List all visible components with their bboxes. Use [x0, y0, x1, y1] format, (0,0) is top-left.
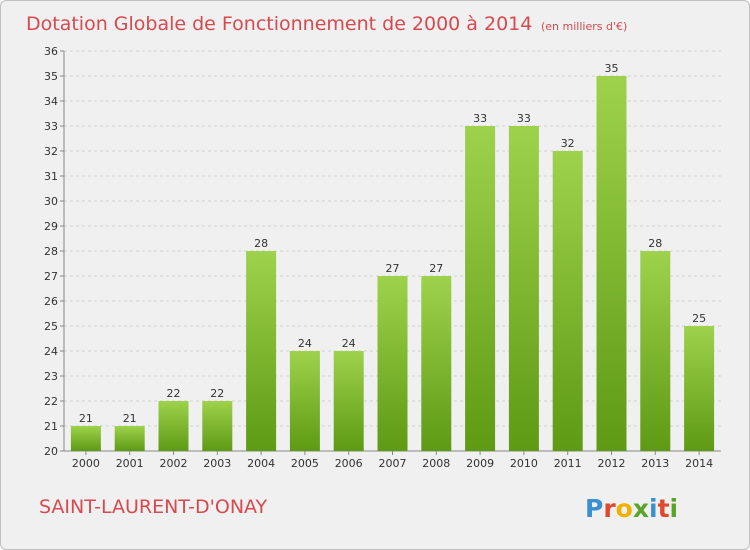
y-tick-label: 22 [44, 395, 58, 408]
x-tick-label-2007: 2007 [379, 457, 407, 470]
y-tick-label: 29 [44, 220, 58, 233]
x-tick-label-2005: 2005 [291, 457, 319, 470]
value-label-2013: 28 [648, 237, 662, 250]
value-label-2014: 25 [692, 312, 706, 325]
value-label-2002: 22 [167, 387, 181, 400]
bar-2002 [158, 401, 189, 451]
y-tick-label: 32 [44, 145, 58, 158]
value-label-2003: 22 [210, 387, 224, 400]
y-tick-label: 27 [44, 270, 58, 283]
x-tick-label-2004: 2004 [247, 457, 275, 470]
value-label-2012: 35 [605, 62, 619, 75]
y-tick-label: 24 [44, 345, 58, 358]
chart-subtitle: (en milliers d'€) [541, 20, 627, 33]
proxiti-logo: Proxiti [585, 494, 678, 523]
value-label-2008: 27 [429, 262, 443, 275]
bar-2013 [640, 251, 671, 451]
bar-2011 [552, 151, 583, 451]
x-tick-label-2009: 2009 [466, 457, 494, 470]
axes: 20 21 22 23 24 25 26 27 28 29 30 31 32 33 34 35 36 2000 20… [44, 45, 721, 470]
x-tick-label-2006: 2006 [335, 457, 363, 470]
bar-2004 [246, 251, 277, 451]
x-tick-label-2003: 2003 [203, 457, 231, 470]
value-label-2004: 28 [254, 237, 268, 250]
value-label-2001: 21 [123, 412, 137, 425]
y-tick-label: 36 [44, 45, 58, 58]
x-tick-label-2008: 2008 [422, 457, 450, 470]
x-tick-label-2000: 2000 [72, 457, 100, 470]
bars [70, 76, 715, 451]
value-label-2011: 32 [561, 137, 575, 150]
value-label-2000: 21 [79, 412, 93, 425]
x-tick-label-2013: 2013 [641, 457, 669, 470]
y-tick-label: 21 [44, 420, 58, 433]
bar-2006 [333, 351, 364, 451]
value-label-2005: 24 [298, 337, 312, 350]
value-label-2010: 33 [517, 112, 531, 125]
bar-2010 [508, 126, 539, 451]
chart-title: Dotation Globale de Fonctionnement de 20… [26, 13, 532, 35]
logo-letter: P [585, 494, 603, 523]
logo-letter: x [633, 494, 649, 523]
logo-letter: i [670, 494, 679, 523]
y-tick-label: 20 [44, 445, 58, 458]
x-tick-label-2001: 2001 [116, 457, 144, 470]
x-tick-label-2011: 2011 [554, 457, 582, 470]
y-tick-label: 26 [44, 295, 58, 308]
x-tick-label-2012: 2012 [598, 457, 626, 470]
value-labels: 21 21 22 22 28 24 24 27 27 33 33 32 35 28 25 [79, 62, 706, 425]
logo-letter: o [616, 494, 633, 523]
x-tick-label-2014: 2014 [685, 457, 713, 470]
y-tick-label: 34 [44, 95, 58, 108]
value-label-2006: 24 [342, 337, 356, 350]
bar-2007 [377, 276, 408, 451]
bar-2000 [70, 426, 101, 451]
bar-2003 [202, 401, 233, 451]
logo-letter: i [649, 494, 658, 523]
y-tick-label: 35 [44, 70, 58, 83]
logo-letter: r [603, 494, 616, 523]
bar-2001 [114, 426, 145, 451]
y-tick-label: 23 [44, 370, 58, 383]
value-label-2007: 27 [386, 262, 400, 275]
y-tick-label: 31 [44, 170, 58, 183]
y-tick-label: 30 [44, 195, 58, 208]
x-tick-label-2010: 2010 [510, 457, 538, 470]
logo-letter: t [658, 494, 670, 523]
bar-2009 [465, 126, 496, 451]
bar-2005 [289, 351, 320, 451]
value-label-2009: 33 [473, 112, 487, 125]
y-tick-label: 28 [44, 245, 58, 258]
x-tick-label-2002: 2002 [160, 457, 188, 470]
bar-2014 [684, 326, 715, 451]
y-tick-label: 25 [44, 320, 58, 333]
y-tick-label: 33 [44, 120, 58, 133]
bar-2012 [596, 76, 627, 451]
place-name: SAINT-LAURENT-D'ONAY [39, 496, 268, 518]
bar-2008 [421, 276, 452, 451]
